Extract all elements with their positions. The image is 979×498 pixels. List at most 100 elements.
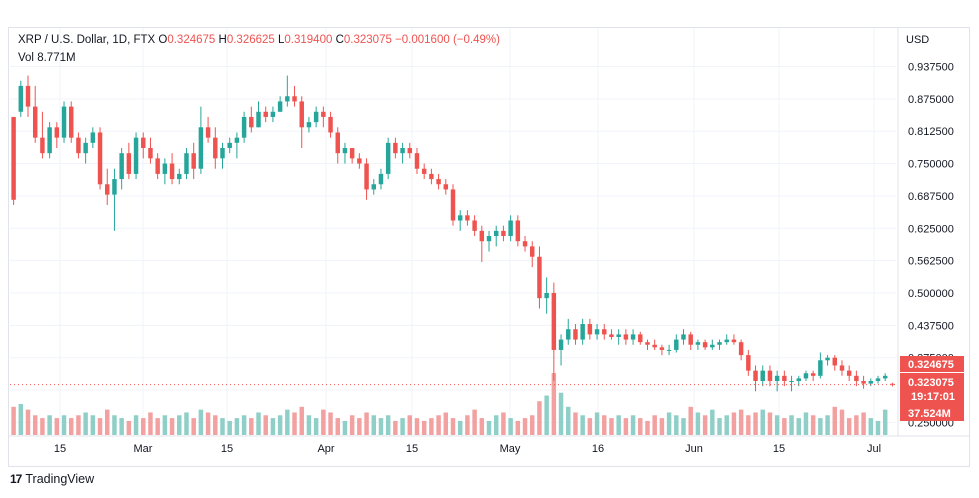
candle	[306, 116, 312, 133]
tradingview-footer[interactable]: 17 TradingView	[10, 472, 94, 486]
candle	[846, 365, 852, 381]
volume-bar	[558, 392, 564, 435]
candle	[385, 137, 391, 180]
candle	[522, 236, 528, 252]
candle	[407, 142, 413, 159]
candle	[227, 137, 232, 154]
candle-body	[270, 111, 276, 117]
candle	[25, 75, 31, 117]
volume-bar	[479, 418, 485, 435]
candle	[710, 339, 715, 350]
candle-body	[472, 220, 477, 231]
candle-body	[774, 375, 780, 381]
volume-bar	[443, 412, 449, 435]
candle-body	[357, 158, 362, 164]
candle	[97, 127, 103, 190]
candle-body	[623, 334, 629, 340]
volume-bar	[724, 415, 729, 435]
candle	[717, 339, 722, 350]
volume-bar	[407, 415, 413, 435]
candle-body	[25, 85, 31, 107]
volume-bar	[385, 415, 391, 435]
volume-bar	[191, 418, 196, 435]
candle-body	[839, 365, 845, 371]
candle-body	[659, 347, 665, 350]
volume-bar	[349, 415, 355, 435]
volume-bar	[623, 418, 629, 435]
candle-body	[753, 370, 758, 381]
volume-bar	[119, 418, 124, 435]
candle-body	[18, 85, 24, 112]
volume-bar	[234, 418, 240, 435]
time-tick-label: 15	[773, 443, 785, 455]
candle-body	[126, 153, 132, 174]
candle-body	[277, 101, 283, 112]
price-tick-label: 0.562500	[908, 256, 954, 268]
volume-bar	[364, 412, 369, 435]
candle-body	[407, 148, 413, 154]
volume-bar	[818, 418, 823, 435]
candle	[148, 137, 153, 164]
candle	[443, 179, 449, 195]
candle	[249, 106, 254, 133]
chart-frame	[8, 27, 970, 467]
candle-body	[587, 324, 593, 335]
volume-bar	[11, 406, 16, 435]
time-tick-label: 15	[221, 443, 233, 455]
candle	[162, 158, 168, 185]
volume-bar	[335, 418, 340, 435]
candle-body	[515, 220, 521, 242]
candle-body	[782, 375, 787, 381]
open-value: 0.324675	[167, 34, 216, 46]
volume-bar	[249, 418, 254, 435]
price-tick-label: 0.437500	[908, 320, 954, 332]
symbol-label[interactable]: XRP / U.S. Dollar, 1D, FTX	[18, 34, 156, 46]
volume-bar	[717, 418, 722, 435]
volume-bar	[868, 418, 874, 435]
candle	[112, 168, 117, 231]
candle	[587, 318, 593, 340]
candle	[854, 370, 859, 387]
candle	[393, 137, 398, 159]
volume-bar	[746, 415, 751, 435]
volume-bar	[602, 415, 607, 435]
candle	[277, 96, 283, 112]
volume-bar	[674, 415, 679, 435]
candle-body	[414, 153, 420, 169]
candle-body	[580, 324, 585, 340]
volume-bar	[148, 412, 153, 435]
volume-bar	[486, 420, 492, 435]
ohlc-legend: XRP / U.S. Dollar, 1D, FTX O0.324675 H0.…	[18, 34, 500, 46]
candle	[746, 349, 751, 376]
volume-bar	[796, 418, 801, 435]
close-value: 0.323075	[343, 34, 392, 46]
candle-body	[832, 357, 838, 366]
candle	[47, 122, 52, 159]
candle-body	[486, 236, 492, 242]
candle-body	[854, 375, 859, 381]
candle-body	[393, 142, 398, 154]
volume-bar	[508, 418, 513, 435]
candle-body	[54, 127, 60, 138]
candle	[760, 365, 765, 387]
volume-bar	[832, 406, 838, 435]
candle	[573, 324, 578, 345]
volume-bar	[213, 415, 218, 435]
candle	[666, 344, 672, 356]
candle-body	[299, 101, 304, 128]
candle	[11, 116, 16, 205]
candle-body	[717, 342, 722, 345]
candle-body	[90, 132, 96, 143]
candle	[551, 282, 557, 381]
volume-bar	[299, 406, 304, 435]
volume-bar	[61, 415, 67, 435]
volume-bar	[522, 418, 528, 435]
candle-body	[285, 96, 290, 102]
volume-bar	[839, 409, 845, 435]
volume-bar	[292, 412, 297, 435]
volume-bar	[112, 415, 117, 435]
candle	[40, 111, 45, 159]
volume-bar	[169, 418, 175, 435]
candle-body	[40, 137, 45, 154]
